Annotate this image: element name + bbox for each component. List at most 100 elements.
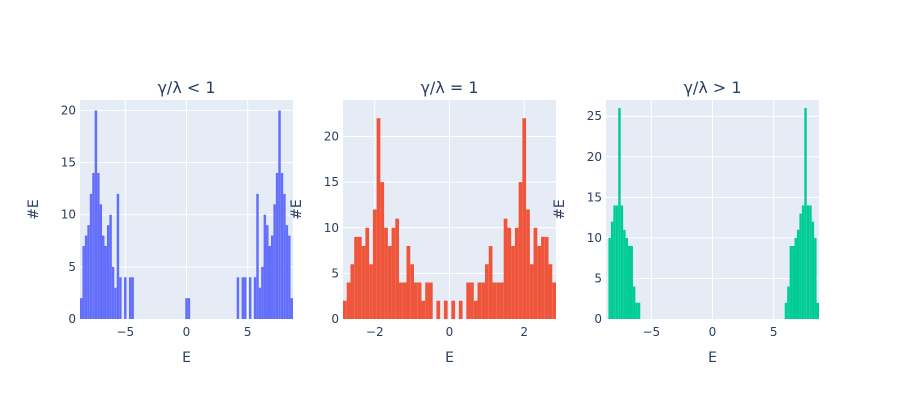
y-tick-label: 20 bbox=[324, 130, 339, 144]
histogram-bar bbox=[290, 298, 293, 319]
histogram-bar bbox=[372, 209, 377, 319]
histogram-bar bbox=[275, 173, 279, 319]
histogram-bar bbox=[241, 277, 245, 319]
histogram-bar bbox=[794, 237, 797, 319]
histogram-bar bbox=[376, 118, 381, 319]
histogram-bar bbox=[628, 246, 631, 319]
histogram-bar bbox=[499, 282, 504, 319]
histogram-bar bbox=[185, 298, 188, 319]
histogram-bar bbox=[481, 282, 485, 319]
histogram-bar bbox=[357, 236, 362, 319]
histogram-bar bbox=[343, 300, 347, 319]
x-tick-label: −5 bbox=[642, 325, 660, 339]
histogram-bar bbox=[283, 193, 286, 319]
subplot-3: 0 5 10 15 20 25 −5 0 5 γ/λ > 1 E #E bbox=[552, 78, 819, 366]
histogram-bar bbox=[637, 302, 641, 319]
histogram-bar bbox=[816, 302, 819, 319]
histogram-bar bbox=[387, 246, 392, 319]
histogram-bar bbox=[518, 182, 523, 319]
histogram-bar bbox=[485, 264, 489, 319]
histogram-bar bbox=[548, 264, 553, 319]
x-tick-label: −5 bbox=[116, 325, 134, 339]
histogram-bar bbox=[801, 205, 805, 319]
histogram-bar bbox=[399, 282, 403, 319]
histogram-bar bbox=[92, 173, 95, 319]
histogram-bar bbox=[391, 227, 396, 319]
histogram-bar bbox=[236, 277, 240, 319]
histogram-bar bbox=[278, 110, 281, 319]
histogram-bar bbox=[507, 227, 512, 319]
y-axis-title: #E bbox=[289, 199, 305, 220]
y-tick-label: 5 bbox=[594, 271, 602, 285]
histogram-bar bbox=[792, 246, 795, 319]
histogram-bar bbox=[630, 246, 633, 319]
histogram-bar bbox=[266, 225, 269, 319]
histogram-bar bbox=[623, 229, 626, 319]
histogram-bar bbox=[97, 173, 100, 319]
y-tick-label: 20 bbox=[587, 150, 602, 164]
histogram-bar bbox=[466, 282, 471, 319]
histogram-bar bbox=[789, 246, 793, 319]
x-axis-title: E bbox=[182, 350, 191, 366]
subplot-title: γ/λ = 1 bbox=[420, 78, 478, 97]
x-axis-title: E bbox=[708, 350, 717, 366]
histogram-bar bbox=[114, 287, 117, 319]
histogram-bar bbox=[796, 229, 800, 319]
histogram-bar bbox=[354, 236, 358, 319]
histogram-bar bbox=[82, 246, 85, 319]
histogram-bar bbox=[787, 286, 790, 319]
histogram-bar bbox=[104, 246, 107, 319]
y-tick-label: 20 bbox=[61, 103, 76, 117]
x-tick-label: 0 bbox=[709, 325, 717, 339]
histogram-bar bbox=[477, 282, 482, 319]
y-tick-label: 0 bbox=[68, 312, 76, 326]
histogram-bar bbox=[395, 218, 400, 319]
x-tick-label: 0 bbox=[183, 325, 191, 339]
histogram-bar bbox=[615, 205, 619, 319]
x-tick-label: 5 bbox=[244, 325, 252, 339]
x-tick-label: 5 bbox=[770, 325, 778, 339]
histogram-bar bbox=[492, 282, 497, 319]
histogram-bar bbox=[84, 235, 88, 319]
histogram-bar bbox=[541, 236, 545, 319]
histogram-bar bbox=[458, 300, 463, 319]
histogram-bar bbox=[443, 300, 448, 319]
histogram-bar bbox=[451, 300, 456, 319]
x-tick-label: 0 bbox=[446, 325, 454, 339]
histogram-bar bbox=[187, 298, 191, 319]
histogram-bar bbox=[522, 118, 527, 319]
histogram-bar bbox=[89, 193, 93, 319]
histogram-bar bbox=[94, 110, 98, 319]
histogram-bar bbox=[632, 286, 636, 319]
histogram-bar bbox=[806, 205, 810, 319]
y-axis-title: #E bbox=[26, 199, 42, 220]
y-tick-label: 10 bbox=[587, 231, 602, 245]
y-tick-label: 0 bbox=[594, 312, 602, 326]
histogram-bar bbox=[263, 214, 267, 319]
histogram-bar bbox=[285, 225, 289, 319]
subplot-title: γ/λ < 1 bbox=[157, 78, 215, 97]
histogram-bar bbox=[526, 209, 530, 319]
histogram-bar bbox=[119, 277, 122, 319]
x-tick-label: −2 bbox=[366, 325, 384, 339]
y-tick-label: 15 bbox=[61, 156, 76, 170]
histogram-bar bbox=[421, 300, 426, 319]
histogram-bar bbox=[613, 205, 616, 319]
histogram-bar bbox=[635, 302, 638, 319]
histogram-bar bbox=[248, 277, 252, 319]
y-tick-label: 15 bbox=[324, 175, 339, 189]
histogram-bar bbox=[99, 204, 103, 319]
histogram-bar bbox=[625, 237, 629, 319]
histogram-bar bbox=[128, 277, 132, 319]
histogram-bar bbox=[111, 266, 115, 319]
histogram-bar bbox=[414, 282, 418, 319]
histogram-bar bbox=[384, 227, 388, 319]
histogram-bar bbox=[511, 246, 515, 319]
histogram-bar bbox=[425, 282, 429, 319]
x-tick-label: 2 bbox=[520, 325, 528, 339]
histogram-bar bbox=[488, 246, 493, 319]
histogram-bar bbox=[346, 282, 351, 319]
histogram-bar bbox=[280, 173, 284, 319]
histogram-bar bbox=[814, 237, 817, 319]
